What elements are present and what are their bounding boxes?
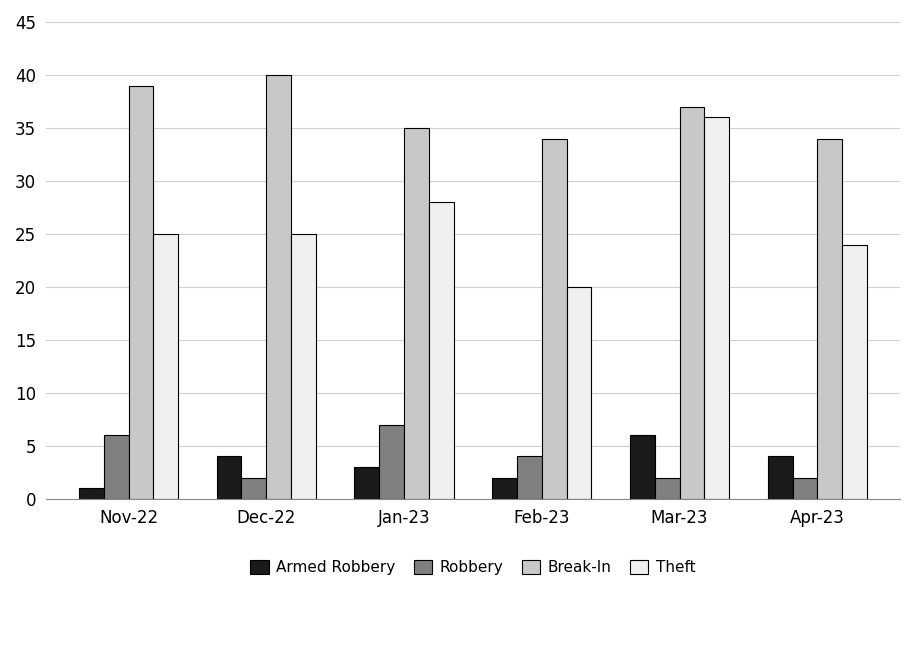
Bar bbox=[291, 234, 316, 499]
Bar bbox=[542, 139, 566, 499]
Bar bbox=[768, 456, 792, 499]
Bar bbox=[79, 488, 103, 499]
Bar bbox=[792, 478, 817, 499]
Bar bbox=[217, 456, 242, 499]
Bar bbox=[429, 202, 454, 499]
Bar bbox=[842, 245, 867, 499]
Bar bbox=[128, 85, 154, 499]
Bar bbox=[492, 478, 517, 499]
Bar bbox=[103, 436, 128, 499]
Bar bbox=[817, 139, 842, 499]
Bar bbox=[154, 234, 178, 499]
Bar bbox=[379, 424, 404, 499]
Bar bbox=[404, 128, 429, 499]
Bar bbox=[630, 436, 655, 499]
Bar bbox=[354, 467, 379, 499]
Bar bbox=[566, 287, 591, 499]
Bar bbox=[517, 456, 542, 499]
Bar bbox=[680, 107, 705, 499]
Bar bbox=[242, 478, 266, 499]
Bar bbox=[655, 478, 680, 499]
Legend: Armed Robbery, Robbery, Break-In, Theft: Armed Robbery, Robbery, Break-In, Theft bbox=[244, 554, 702, 581]
Bar bbox=[705, 117, 729, 499]
Bar bbox=[266, 75, 291, 499]
